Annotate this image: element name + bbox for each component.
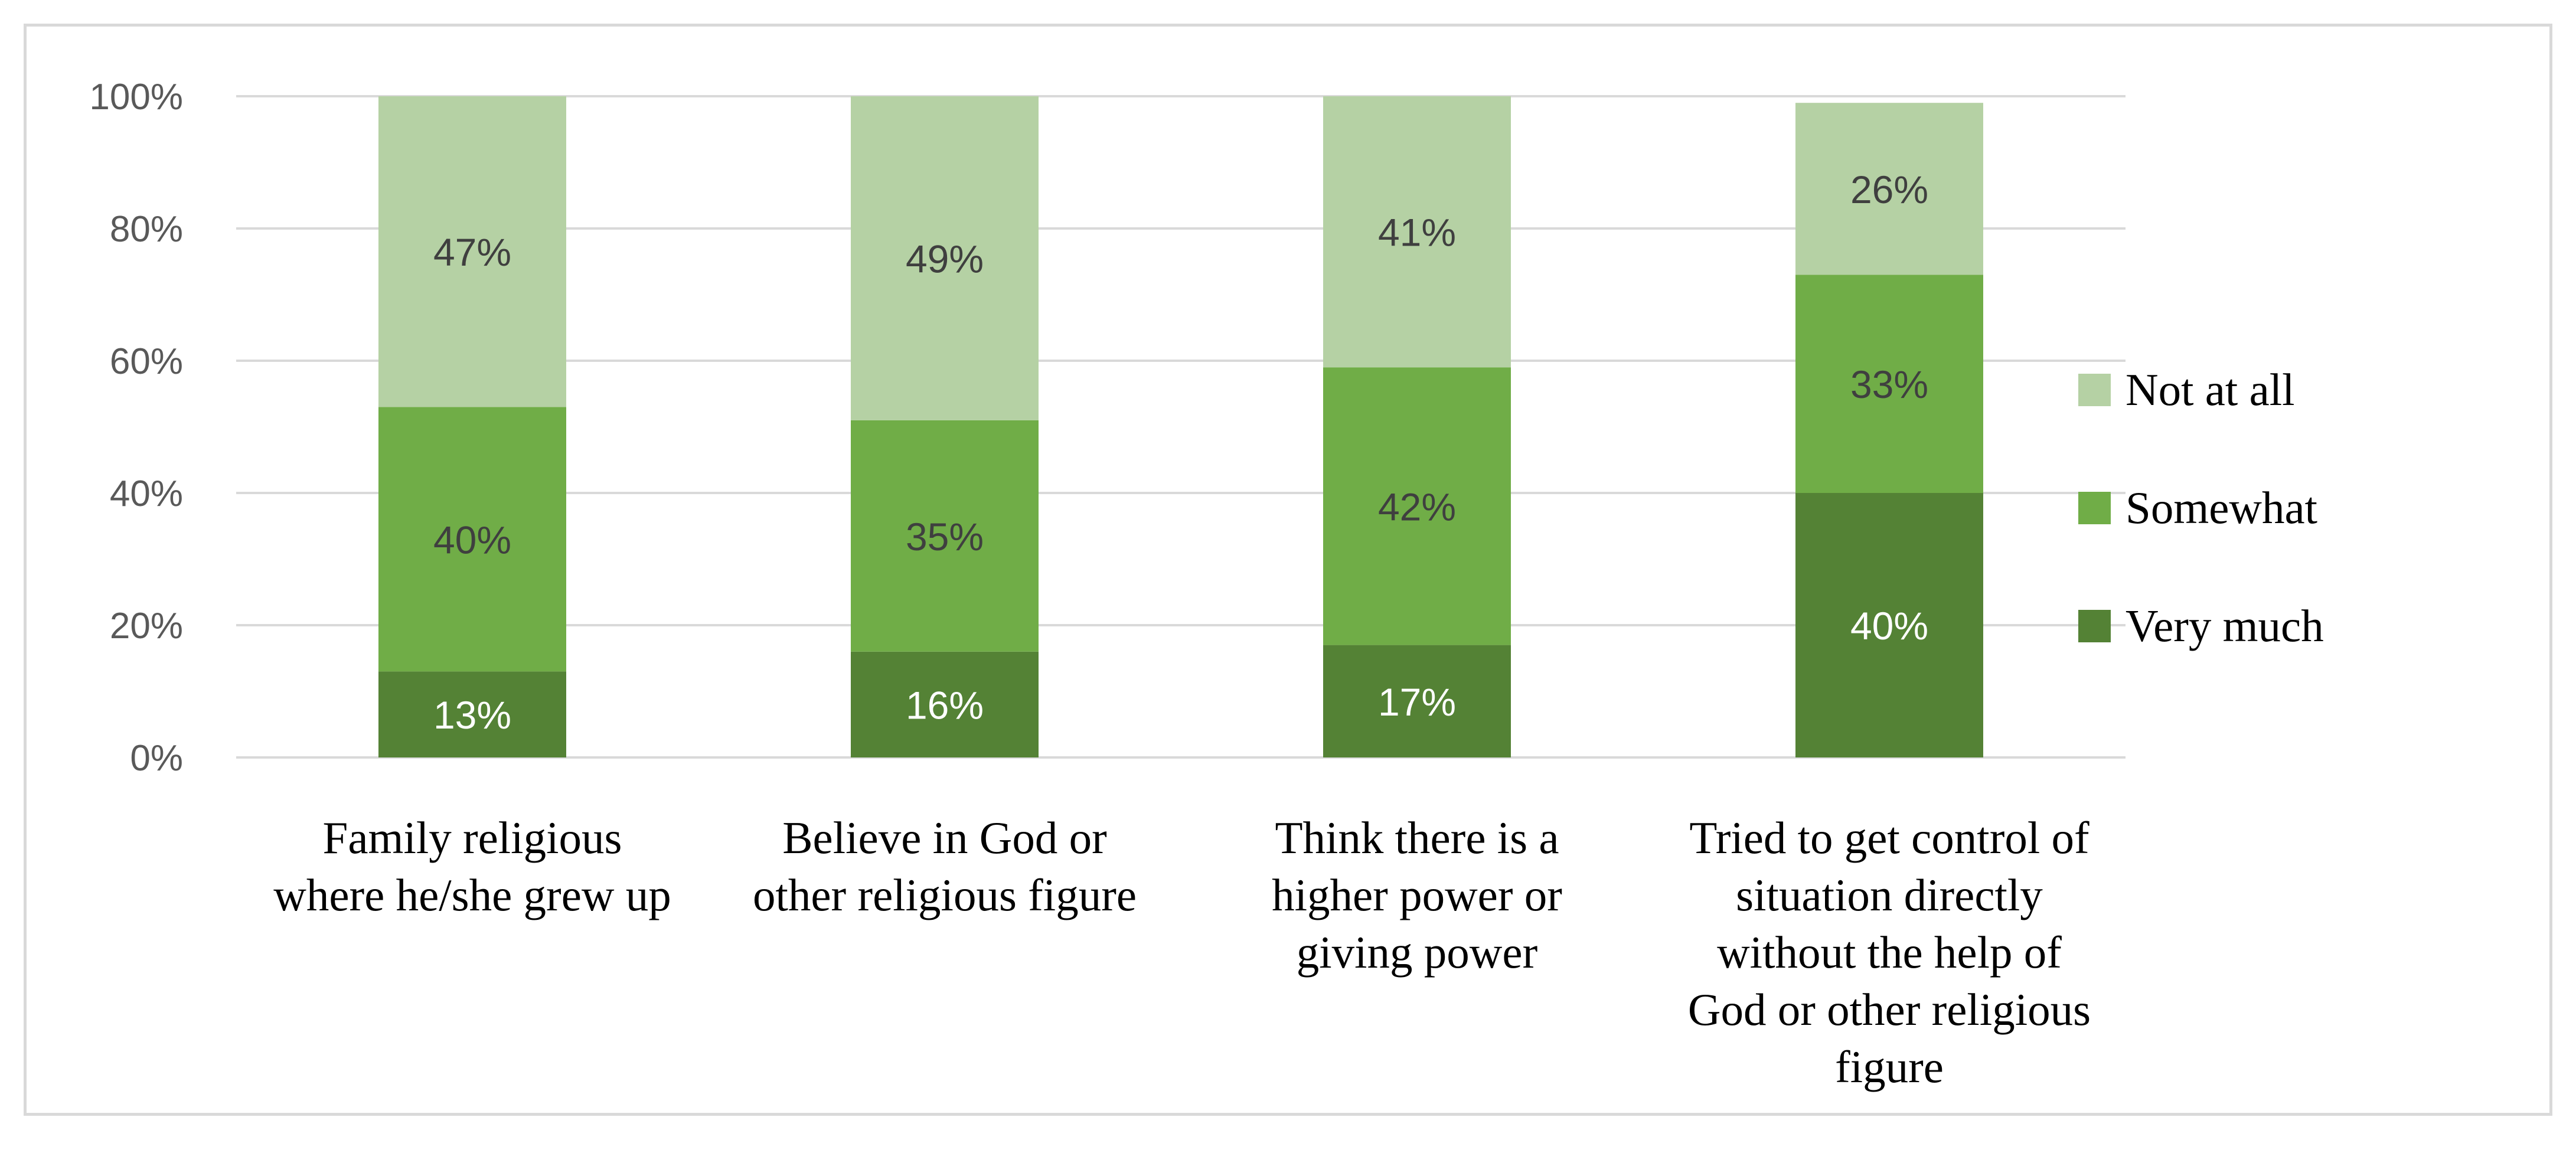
x-axis-label: God or other religious (1688, 984, 2091, 1035)
x-axis-label: situation directly (1736, 870, 2043, 920)
data-label: 35% (906, 515, 984, 558)
legend-swatch (2078, 374, 2111, 406)
y-tick-label: 40% (110, 473, 183, 514)
x-axis-label: figure (1835, 1041, 1944, 1092)
bar-segment-very-much (851, 651, 1039, 757)
data-label: 41% (1378, 211, 1456, 254)
legend-label: Very much (2126, 600, 2324, 651)
x-axis-label: higher power or (1272, 870, 1562, 920)
bar-segment-very-much (1795, 493, 1983, 757)
y-tick-label: 60% (110, 341, 183, 382)
data-label: 26% (1850, 168, 1928, 211)
data-label: 13% (433, 693, 511, 737)
data-label: 47% (433, 230, 511, 274)
data-label: 49% (906, 237, 984, 280)
y-axis-ticks: 0% 20% 40% 60% 80% 100% (89, 77, 183, 779)
y-tick-label: 0% (130, 738, 183, 779)
y-tick-label: 20% (110, 606, 183, 646)
bar-segment-not-at-all (1323, 96, 1511, 368)
x-axis-labels: Family religious where he/she grew up Beli… (273, 812, 2091, 1092)
y-tick-label: 80% (110, 209, 183, 250)
bar-segment-not-at-all (378, 96, 566, 407)
x-axis-label: Tried to get control of (1689, 812, 2089, 863)
legend-swatch (2078, 610, 2111, 642)
data-labels: 13% 40% 47% 16% 35% 49% 17% 42% 41% 40% 33% 26% (433, 168, 1928, 737)
legend: Not at all Somewhat Very much (2078, 364, 2324, 651)
bar-segment-somewhat (378, 407, 566, 672)
data-label: 42% (1378, 485, 1456, 528)
data-label: 40% (433, 518, 511, 561)
x-axis-label: without the help of (1717, 927, 2062, 978)
data-label: 17% (1378, 680, 1456, 724)
data-label: 40% (1850, 604, 1928, 648)
x-axis-label: where he/she grew up (273, 870, 671, 920)
bar-segment-very-much (378, 671, 566, 757)
bar-segment-somewhat (1795, 275, 1983, 493)
data-label: 33% (1850, 362, 1928, 406)
bar-segment-somewhat (1323, 367, 1511, 645)
x-axis-label: Believe in God or (782, 812, 1107, 863)
x-axis-label: Think there is a (1275, 812, 1559, 863)
legend-swatch (2078, 492, 2111, 524)
bar-segment-somewhat (851, 420, 1039, 652)
bar-segment-not-at-all (851, 96, 1039, 420)
x-axis-label: other religious figure (753, 870, 1137, 920)
bar-segment-very-much (1323, 645, 1511, 757)
x-axis-label: giving power (1297, 927, 1537, 978)
x-axis-label: Family religious (323, 812, 622, 863)
bars (378, 96, 1983, 757)
legend-label: Somewhat (2126, 482, 2317, 533)
stacked-bar-chart: 0% 20% 40% 60% 80% 100% 13% 40% 47% 16% 35% 49% 17%… (89, 77, 2324, 1092)
y-tick-label: 100% (89, 77, 183, 117)
bar-segment-not-at-all (1795, 103, 1983, 275)
chart-frame: 0% 20% 40% 60% 80% 100% 13% 40% 47% 16% 35% 49% 17%… (24, 24, 2552, 1116)
data-label: 16% (906, 683, 984, 727)
legend-label: Not at all (2126, 364, 2295, 415)
